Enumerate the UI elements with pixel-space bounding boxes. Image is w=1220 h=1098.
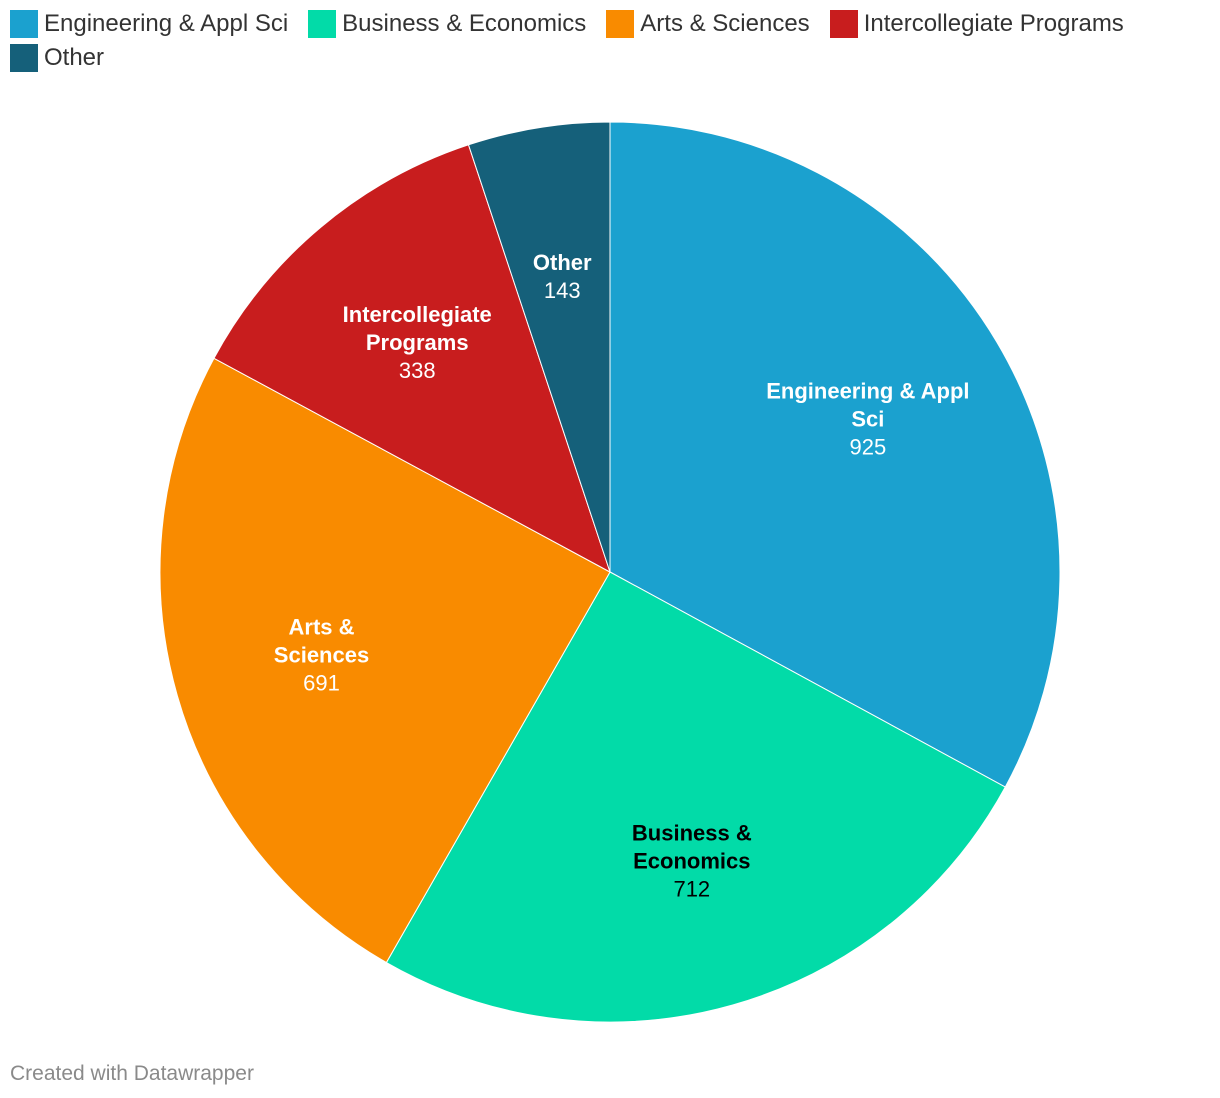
slice-value-engineering: 925 <box>850 435 887 460</box>
legend-label-business: Business & Economics <box>342 10 587 37</box>
pie-slice-engineering[interactable] <box>609 121 1061 788</box>
legend-label-engineering: Engineering & Appl Sci <box>44 10 289 37</box>
slice-label-engineering-line-1: Engineering & Appl <box>766 379 969 404</box>
legend-swatch-arts <box>606 10 635 38</box>
pie-slice-arts[interactable] <box>159 357 611 964</box>
slice-value-arts: 691 <box>303 670 340 695</box>
pie-slice-labels: Engineering & Appl Sci 925 Business & Econom… <box>274 250 970 902</box>
slice-label-arts-line-1: Arts & <box>289 614 355 639</box>
slice-value-other: 143 <box>544 278 581 303</box>
slice-label-arts-line-2: Sciences <box>274 642 369 667</box>
legend-item-business: Business & Economics <box>308 10 586 38</box>
pie-slices <box>159 121 1061 1023</box>
legend-label-intercollegiate: Intercollegiate Programs <box>863 10 1124 37</box>
slice-label-intercollegiate-line-1: Intercollegiate <box>343 302 492 327</box>
datawrapper-credit[interactable]: Created with Datawrapper <box>10 1062 254 1085</box>
chart-legend: Engineering & Appl Sci Business & Econom… <box>10 10 1200 72</box>
slice-label-intercollegiate-line-2: Programs <box>366 330 469 355</box>
legend-swatch-other <box>10 44 38 72</box>
slice-value-business: 712 <box>673 877 710 902</box>
pie-slice-business[interactable] <box>385 571 1006 1023</box>
slice-label-other-line-1: Other <box>533 250 592 275</box>
legend-label-arts: Arts & Sciences <box>640 10 810 37</box>
legend-swatch-intercollegiate <box>829 10 858 38</box>
pie-slice-other[interactable] <box>467 121 611 573</box>
legend-item-other: Other <box>10 44 104 72</box>
slice-label-business-line-2: Economics <box>633 849 750 874</box>
legend-item-intercollegiate: Intercollegiate Programs <box>829 10 1124 38</box>
slice-label-business-line-1: Business & <box>632 821 752 846</box>
pie-slice-intercollegiate[interactable] <box>213 144 611 574</box>
legend-label-other: Other <box>44 44 105 71</box>
legend-swatch-business <box>308 10 337 38</box>
legend-swatch-engineering <box>10 10 38 38</box>
slice-value-intercollegiate: 338 <box>399 358 436 383</box>
legend-item-engineering: Engineering & Appl Sci <box>10 10 288 38</box>
legend-item-arts: Arts & Sciences <box>606 10 810 38</box>
slice-label-engineering-line-2: Sci <box>851 407 884 432</box>
